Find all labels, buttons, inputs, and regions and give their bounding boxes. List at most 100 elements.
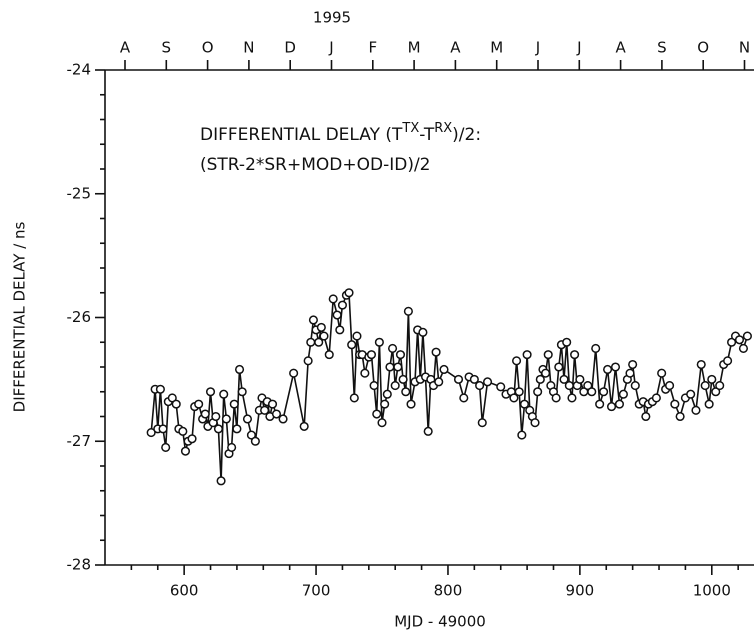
data-point	[146, 428, 156, 438]
top-tick-label: O	[697, 39, 709, 57]
top-tick-label: F	[368, 39, 377, 57]
data-point	[299, 421, 309, 431]
data-point	[406, 399, 416, 409]
x-tick-label: 600	[170, 582, 199, 600]
data-point	[234, 364, 245, 375]
data-point	[393, 362, 403, 372]
top-tick-label: J	[535, 39, 540, 57]
data-point	[533, 387, 543, 397]
data-point	[562, 337, 572, 347]
data-point	[431, 347, 441, 357]
data-point	[715, 381, 725, 391]
top-tick-label: A	[120, 39, 131, 57]
data-point	[675, 411, 685, 422]
data-point	[242, 414, 253, 424]
data-point	[289, 368, 299, 378]
data-point	[670, 399, 680, 409]
top-tick-label: D	[284, 39, 296, 57]
top-tick-label: N	[739, 39, 750, 57]
data-point	[180, 446, 191, 456]
data-point	[219, 389, 229, 399]
data-point	[155, 384, 165, 394]
data-point	[377, 418, 387, 428]
data-point	[628, 359, 638, 370]
data-point	[551, 393, 561, 403]
x-tick-label: 900	[566, 582, 595, 600]
data-point	[221, 414, 231, 424]
data-point	[390, 381, 400, 391]
data-point	[477, 418, 487, 428]
data-point	[614, 399, 625, 409]
data-point	[308, 315, 318, 325]
data-point	[587, 387, 597, 397]
data-point	[216, 476, 226, 486]
y-tick-label: -24	[67, 61, 92, 79]
top-tick-label: S	[657, 39, 667, 57]
data-point	[514, 387, 524, 397]
y-tick-label: -25	[67, 184, 92, 202]
data-point	[651, 393, 661, 403]
data-point	[564, 381, 574, 391]
data-point	[352, 331, 362, 341]
data-point	[583, 381, 593, 391]
data-point	[194, 399, 204, 409]
data-point	[250, 436, 260, 446]
data-point	[696, 359, 706, 370]
data-point	[385, 362, 395, 372]
data-point	[475, 381, 485, 391]
data-point	[434, 377, 444, 387]
data-point	[595, 399, 605, 409]
data-point	[657, 368, 667, 378]
data-point	[618, 389, 628, 399]
data-point	[591, 343, 601, 353]
data-point	[158, 424, 168, 434]
data-point	[512, 356, 522, 366]
data-point	[630, 381, 640, 391]
data-point	[418, 327, 428, 337]
data-point	[303, 356, 313, 366]
data-point	[332, 310, 342, 320]
annotation: (STR-2*SR+MOD+OD-ID)/2	[200, 155, 431, 175]
data-point	[535, 374, 545, 384]
top-tick-label: J	[576, 39, 581, 57]
data-point	[382, 389, 392, 399]
top-title: 1995	[313, 9, 351, 27]
data-point	[554, 362, 564, 372]
data-point	[360, 368, 370, 378]
data-point	[260, 405, 270, 415]
data-point	[316, 322, 326, 332]
data-point	[570, 350, 580, 360]
data-point	[599, 387, 609, 397]
data-point	[727, 337, 737, 347]
data-point	[211, 411, 221, 422]
data-point	[246, 430, 256, 440]
annotation-part: RX	[434, 121, 452, 136]
data-point	[559, 374, 569, 384]
data-point	[187, 434, 197, 444]
data-point	[178, 426, 188, 436]
data-point	[229, 399, 239, 409]
top-tick-label: S	[162, 39, 172, 57]
data-point	[324, 350, 334, 360]
x-axis-label: MJD - 49000	[394, 613, 486, 631]
data-point	[459, 393, 469, 403]
data-point	[541, 368, 551, 378]
data-point	[575, 374, 585, 384]
data-point	[482, 377, 493, 387]
data-point	[742, 331, 752, 341]
data-point	[704, 399, 714, 409]
data-point	[517, 430, 527, 440]
data-point	[509, 393, 519, 403]
data-point	[700, 381, 710, 391]
data-point	[610, 362, 621, 372]
data-point	[369, 381, 379, 391]
annotation-part: )/2:	[452, 125, 481, 145]
data-point	[665, 381, 675, 391]
data-point	[314, 337, 324, 347]
y-tick-label: -27	[67, 432, 92, 450]
data-point	[161, 442, 171, 452]
data-point	[522, 350, 532, 360]
data-point	[319, 331, 329, 341]
data-point	[171, 399, 181, 409]
data-point	[347, 340, 357, 350]
